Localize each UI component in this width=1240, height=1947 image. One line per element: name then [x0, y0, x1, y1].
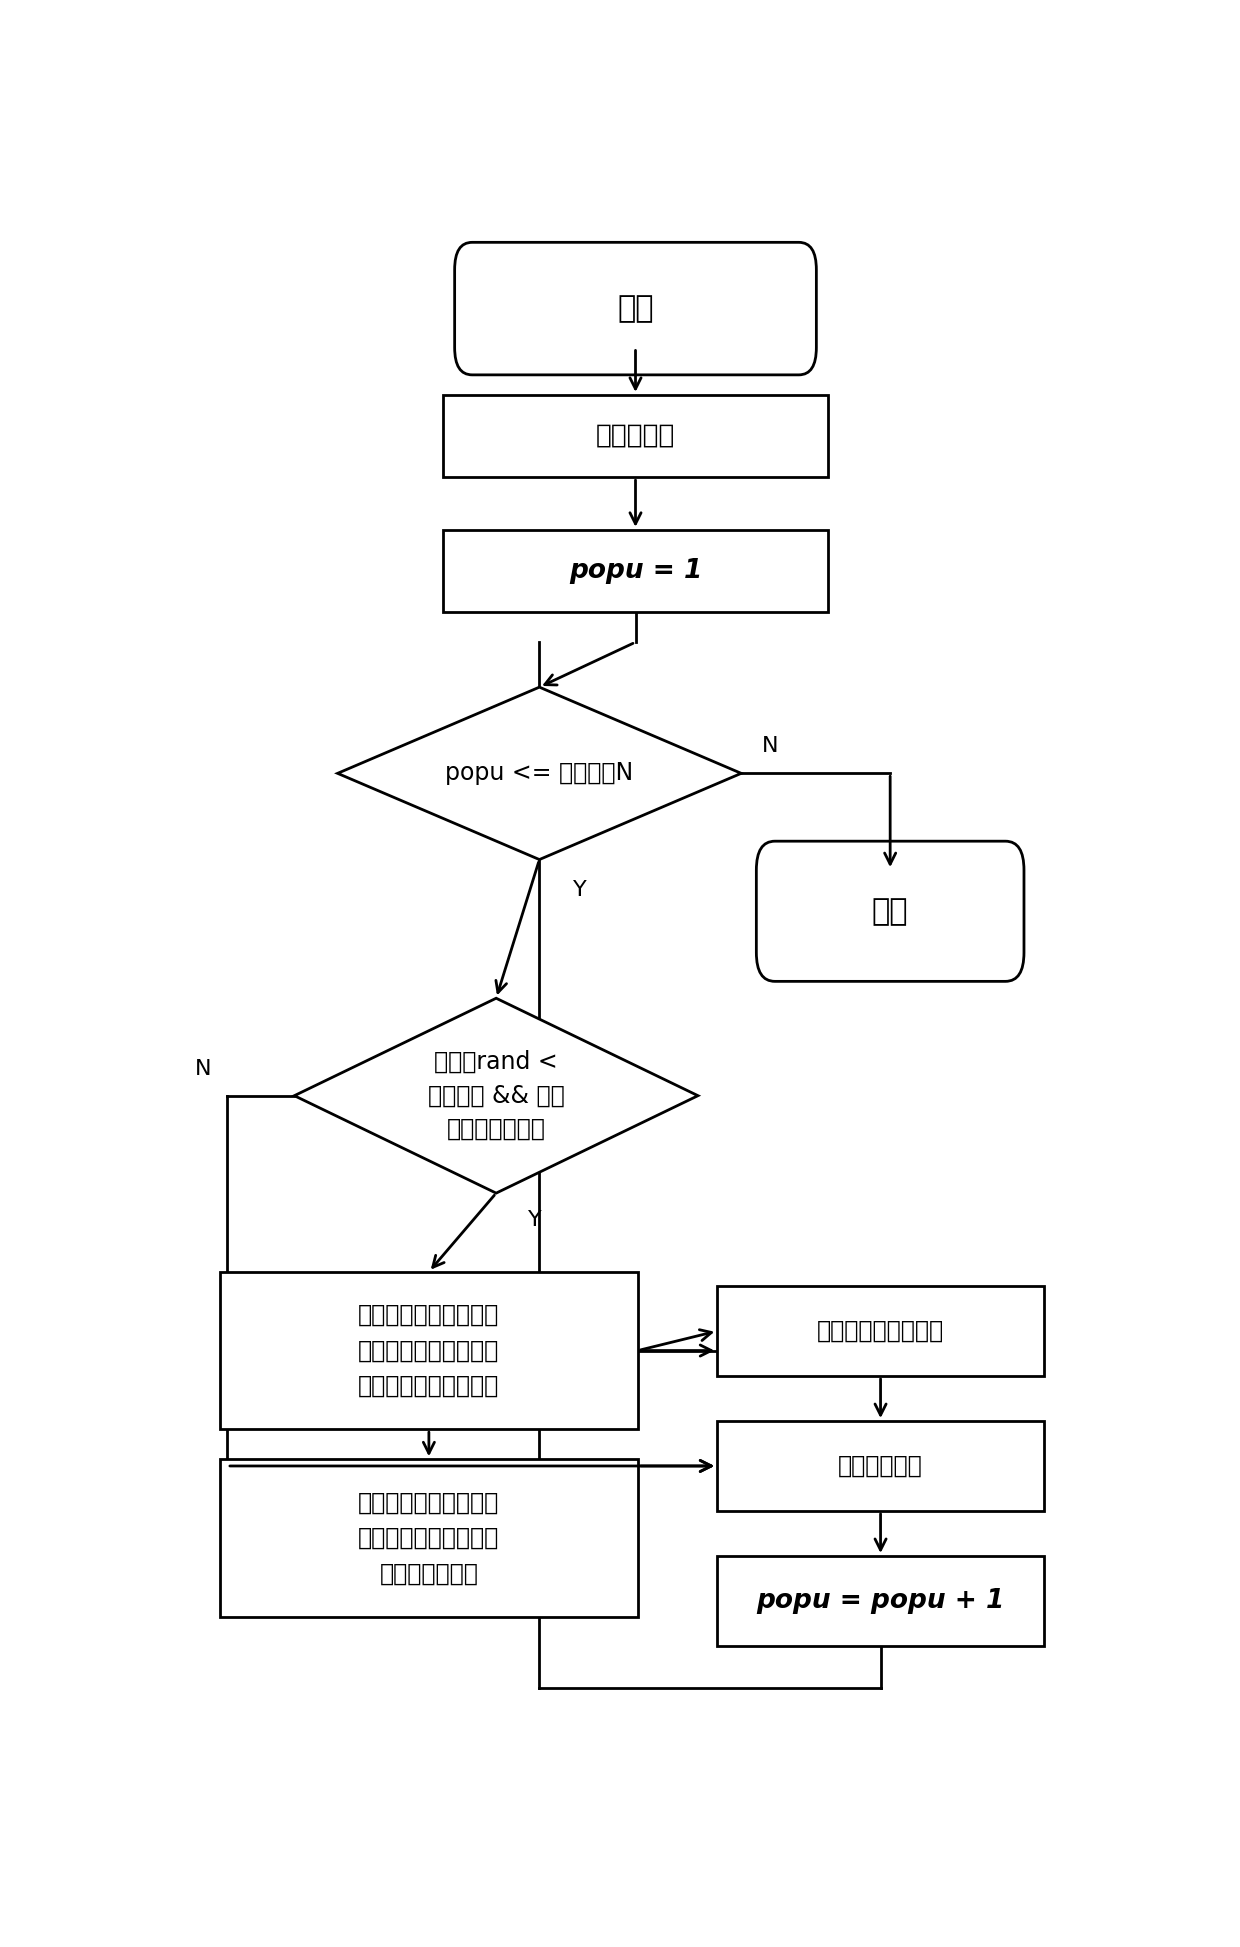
Text: N: N — [195, 1059, 211, 1079]
Text: Y: Y — [528, 1211, 542, 1231]
Bar — [219, 1458, 637, 1616]
Text: 取初始个体: 取初始个体 — [595, 422, 676, 450]
Polygon shape — [294, 999, 698, 1194]
Bar — [444, 395, 828, 477]
Text: popu = popu + 1: popu = popu + 1 — [756, 1589, 1004, 1614]
FancyBboxPatch shape — [455, 241, 816, 376]
Text: popu <= 种群规模N: popu <= 种群规模N — [445, 761, 634, 785]
Text: 将最优个体整体看成疫
苗，分别对该个体的每
个基因位进行疫苗注射: 将最优个体整体看成疫 苗，分别对该个体的每 个基因位进行疫苗注射 — [358, 1303, 500, 1398]
Text: 选择个体代替原个体: 选择个体代替原个体 — [817, 1318, 944, 1343]
Bar — [717, 1287, 1044, 1377]
Bar — [717, 1556, 1044, 1645]
Text: N: N — [761, 736, 779, 755]
Bar — [219, 1271, 637, 1429]
Bar — [444, 530, 828, 611]
Text: 开始: 开始 — [618, 294, 653, 323]
Bar — [717, 1421, 1044, 1511]
Text: 取下一个个体: 取下一个个体 — [838, 1454, 923, 1478]
FancyBboxPatch shape — [756, 841, 1024, 981]
Text: 从原始个体、在不同基
因位注射疫苗后的个体
中选择较优个体: 从原始个体、在不同基 因位注射疫苗后的个体 中选择较优个体 — [358, 1491, 500, 1585]
Text: Y: Y — [573, 880, 587, 900]
Text: popu = 1: popu = 1 — [569, 559, 702, 584]
Polygon shape — [337, 687, 742, 859]
Text: 随机数rand <
免疫概率 && 该个
体不是最优个体: 随机数rand < 免疫概率 && 该个 体不是最优个体 — [428, 1049, 564, 1141]
Text: 结束: 结束 — [872, 898, 909, 925]
